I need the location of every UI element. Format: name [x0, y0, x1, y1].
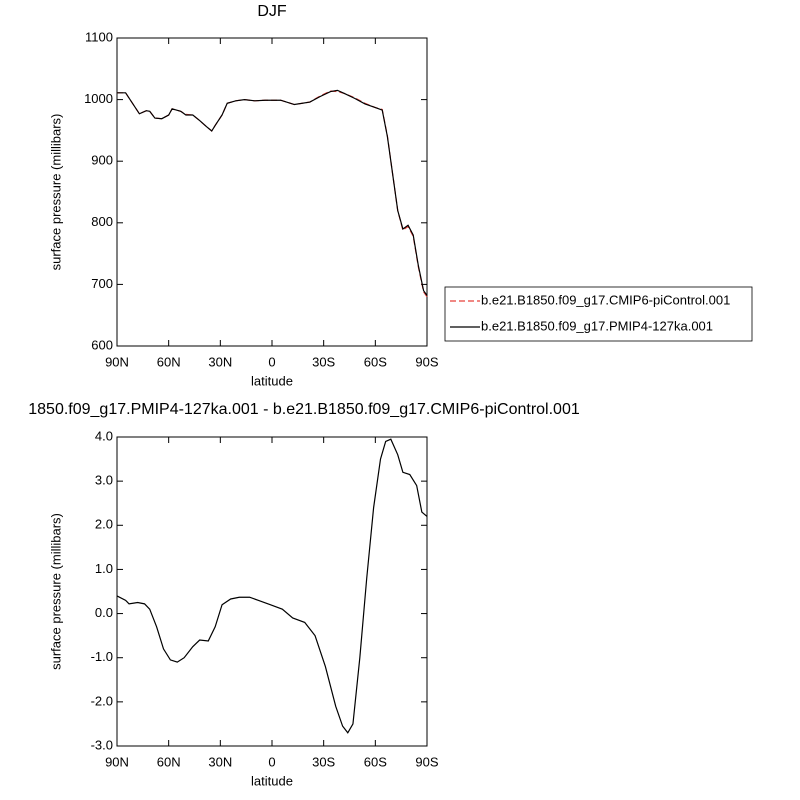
y-tick-label: 700: [91, 276, 113, 291]
x-tick-label: 90N: [105, 754, 129, 769]
x-tick-label: 90N: [105, 354, 129, 369]
plot-frame: [116, 436, 428, 747]
x-tick-label: 60N: [157, 354, 181, 369]
data-line: [117, 89, 428, 296]
y-tick-label: 1100: [85, 29, 113, 44]
legend-label: b.e21.B1850.f09_g17.CMIP6-piControl.001: [481, 292, 730, 307]
chart-title: 1850.f09_g17.PMIP4-127ka.001 - b.e21.B18…: [28, 401, 580, 418]
chart-title: DJF: [257, 3, 287, 20]
y-tick-label: -1.0: [91, 649, 113, 664]
data-line: [116, 438, 428, 734]
y-tick-label: 800: [91, 214, 113, 229]
y-tick-label: 1.0: [95, 561, 113, 576]
y-tick-label: 600: [91, 337, 113, 352]
y-tick-label: 4.0: [95, 428, 113, 443]
y-tick-label: -2.0: [91, 693, 113, 708]
x-axis-label: latitude: [251, 373, 293, 388]
plot-frame: [116, 37, 428, 347]
x-tick-label: 30S: [312, 754, 335, 769]
x-tick-label: 90S: [415, 354, 438, 369]
x-tick-label: 30N: [208, 354, 232, 369]
x-tick-label: 0: [268, 354, 275, 369]
x-tick-label: 0: [268, 754, 275, 769]
x-tick-label: 30S: [312, 354, 335, 369]
x-tick-label: 60S: [364, 754, 387, 769]
y-tick-label: -3.0: [91, 737, 113, 752]
y-tick-label: 900: [91, 153, 113, 168]
x-tick-label: 60S: [364, 354, 387, 369]
x-axis-label: latitude: [251, 773, 293, 788]
data-line: [117, 90, 428, 298]
x-tick-label: 90S: [415, 754, 438, 769]
legend-label: b.e21.B1850.f09_g17.PMIP4-127ka.001: [481, 318, 713, 333]
y-tick-label: 1000: [84, 91, 113, 106]
y-axis-label: surface pressure (millibars): [48, 513, 63, 670]
y-tick-label: 2.0: [95, 517, 113, 532]
y-axis-label: surface pressure (millibars): [48, 114, 63, 271]
y-tick-label: 0.0: [95, 605, 113, 620]
legend-box: [444, 286, 753, 342]
x-tick-label: 60N: [157, 754, 181, 769]
y-tick-label: 3.0: [95, 473, 113, 488]
x-tick-label: 30N: [208, 754, 232, 769]
